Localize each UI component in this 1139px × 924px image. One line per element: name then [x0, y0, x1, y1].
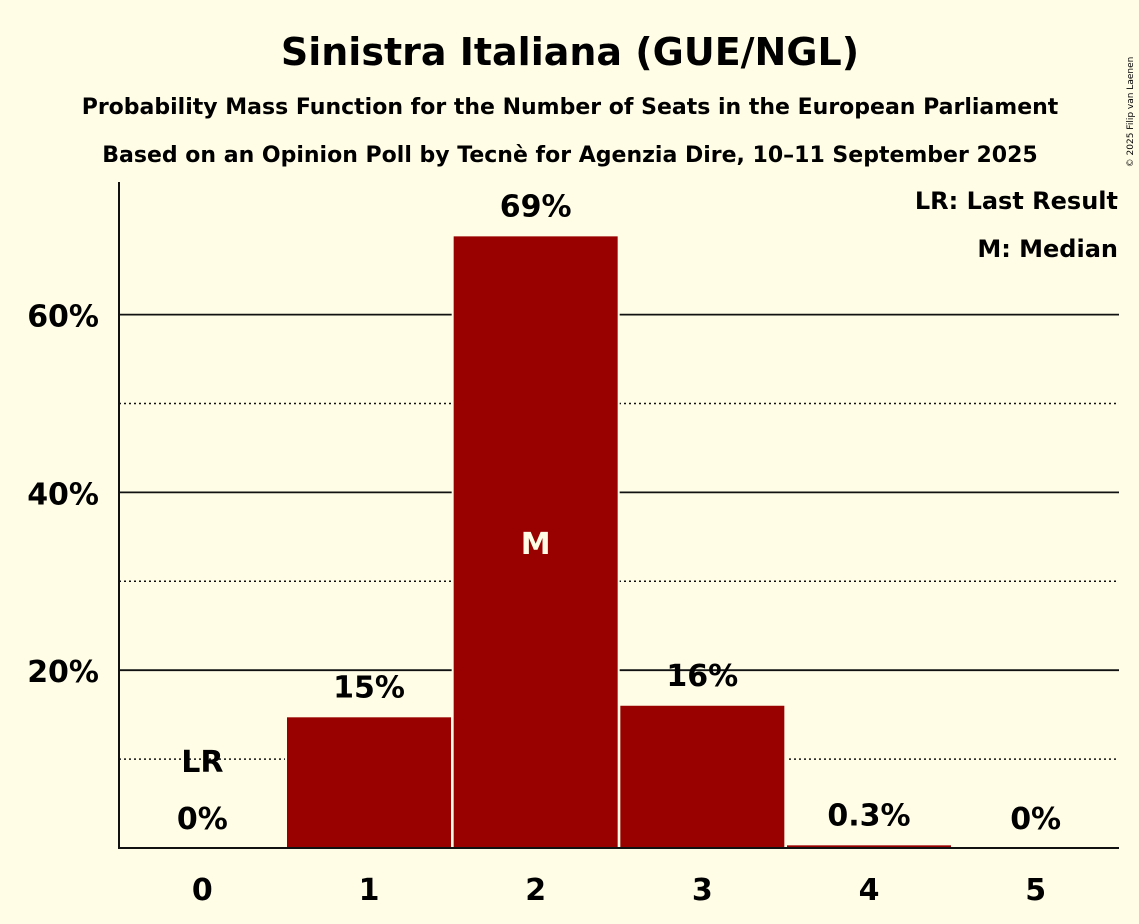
y-tick-label-60: 60%: [27, 300, 99, 335]
value-label-3: 16%: [666, 659, 738, 694]
value-label-1: 15%: [333, 670, 405, 705]
bars: [285, 234, 953, 849]
value-label-2: 69%: [500, 189, 572, 224]
bar-4: [787, 845, 951, 848]
median-marker: M: [521, 527, 551, 562]
value-label-0: 0%: [177, 802, 228, 837]
value-label-5: 0%: [1010, 802, 1061, 837]
x-tick-label-2: 2: [525, 873, 546, 908]
copyright-note: © 2025 Filip van Laenen: [1126, 57, 1136, 168]
legend-median: M: Median: [977, 235, 1118, 263]
chart-title: Sinistra Italiana (GUE/NGL): [281, 30, 859, 74]
x-tick-label-0: 0: [192, 873, 213, 908]
chart-subtitle-2: Based on an Opinion Poll by Tecnè for Ag…: [102, 143, 1037, 168]
bar-3: [620, 705, 785, 848]
last-result-marker: LR: [181, 745, 223, 780]
x-tick-labels: 0 1 2 3 4 5: [192, 873, 1046, 908]
bar-2: [453, 236, 618, 849]
value-label-4: 0.3%: [827, 798, 910, 833]
x-tick-label-5: 5: [1025, 873, 1046, 908]
y-tick-labels: 20% 40% 60%: [27, 300, 99, 691]
bar-1: [287, 717, 451, 848]
chart-subtitle-1: Probability Mass Function for the Number…: [82, 95, 1059, 120]
x-tick-label-1: 1: [359, 873, 380, 908]
y-tick-label-20: 20%: [27, 655, 99, 690]
legend-last-result: LR: Last Result: [915, 187, 1118, 215]
x-tick-label-4: 4: [859, 873, 880, 908]
value-labels: 0% 15% 69% 16% 0.3% 0% LR M: [177, 189, 1061, 837]
y-tick-label-40: 40%: [27, 477, 99, 512]
x-tick-label-3: 3: [692, 873, 713, 908]
